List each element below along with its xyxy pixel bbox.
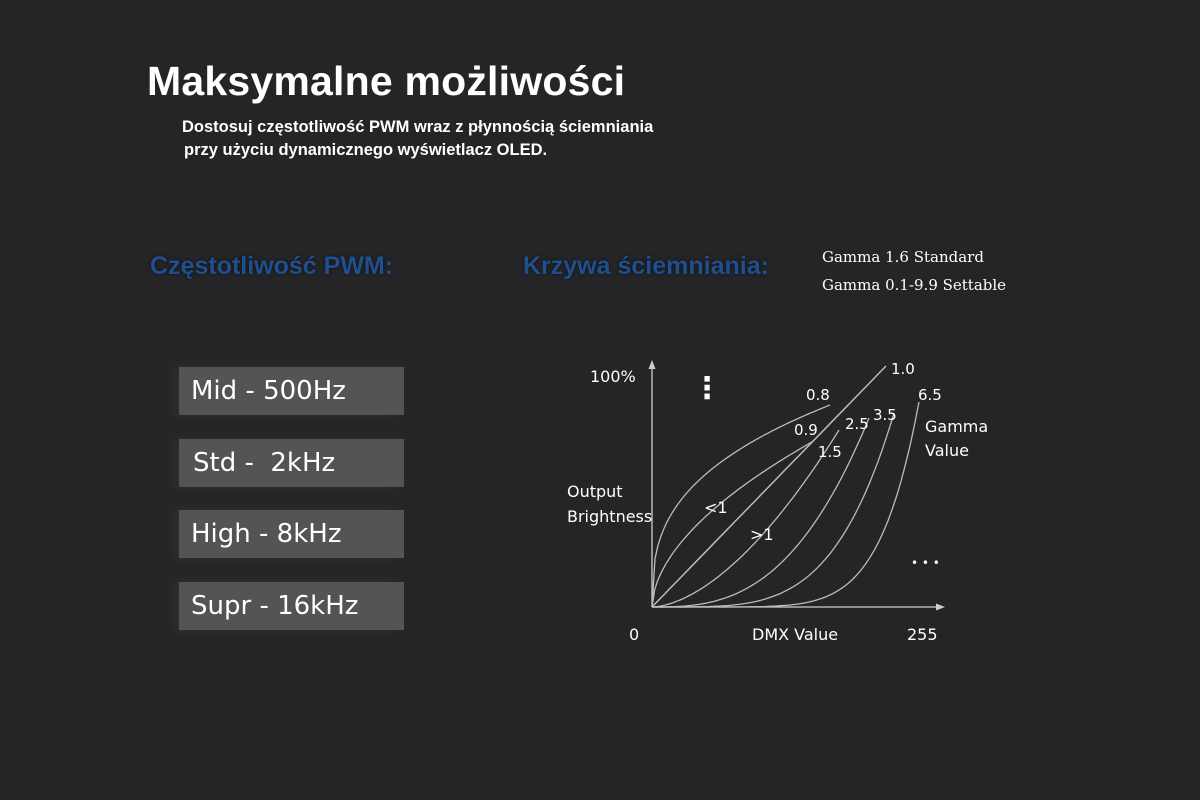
gamma-label-1-5: 1.5: [818, 443, 842, 461]
gamma-curves: 0.8 0.9 1.0 1.52.5 3.5 6.5: [651, 360, 942, 608]
gamma-label-2-5: 2.5: [845, 415, 869, 433]
gamma-curve-3-5: [652, 412, 895, 608]
region-below-label: >1: [750, 525, 774, 544]
x-min-label: 0: [629, 625, 639, 644]
subtitle-line-2: przy użyciu dynamicznego wyświetlacz OLE…: [184, 141, 548, 159]
dimming-curve-heading: Krzywa ściemniania:: [523, 252, 769, 280]
legend-title-line1: Gamma: [925, 417, 988, 436]
x-axis-arrow: [936, 603, 945, 611]
y-axis-arrow: [648, 360, 656, 369]
gamma-label-0-8: 0.8: [806, 386, 830, 404]
gamma-curve-2-5: [652, 417, 870, 608]
y-axis-label-line2: Brightness: [567, 507, 652, 526]
pwm-heading: Częstotliwość PWM:: [150, 252, 394, 280]
pwm-option-mid[interactable]: Mid - 500Hz: [179, 367, 404, 415]
gamma-curve-6-5: [652, 401, 920, 608]
pwm-option-supr[interactable]: Supr - 16kHz: [179, 582, 404, 630]
gamma-note: Gamma 1.6 Standard Gamma 0.1-9.9 Settabl…: [822, 243, 1006, 299]
page-subtitle: Dostosuj częstotliwość PWM wraz z płynno…: [182, 116, 653, 162]
subtitle-line-1: Dostosuj częstotliwość PWM wraz z płynno…: [182, 118, 654, 136]
pwm-option-std[interactable]: Std - 2kHz: [179, 439, 404, 487]
x-max-label: 255: [907, 625, 938, 644]
gamma-label-0-9: 0.9: [794, 421, 818, 439]
region-above-label: <1: [704, 498, 728, 517]
gamma-note-standard: Gamma 1.6 Standard: [822, 248, 984, 266]
vertical-ellipsis: ⋮: [692, 371, 722, 406]
legend-title-line2: Value: [925, 441, 969, 460]
horizontal-ellipsis: • • •: [911, 556, 940, 570]
pwm-option-high[interactable]: High - 8kHz: [179, 510, 404, 558]
gamma-curve-1-5: [651, 429, 840, 608]
gamma-curve-0-9: [651, 441, 813, 608]
y-axis-label-line1: Output: [567, 482, 623, 501]
x-axis-label: DMX Value: [752, 625, 838, 644]
page-title: Maksymalne możliwości: [147, 58, 626, 104]
chart-labels: 100% Output Brightness 0 DMX Value 255 G…: [567, 367, 988, 644]
gamma-label-3-5: 3.5: [873, 406, 897, 424]
gamma-note-settable: Gamma 0.1-9.9 Settable: [822, 276, 1007, 294]
y-top-label: 100%: [590, 367, 636, 386]
gamma-curve-1-0: [651, 365, 887, 608]
gamma-label-1-0: 1.0: [891, 360, 915, 378]
gamma-label-6-5: 6.5: [918, 386, 942, 404]
gamma-curve-0-8: [651, 404, 831, 608]
